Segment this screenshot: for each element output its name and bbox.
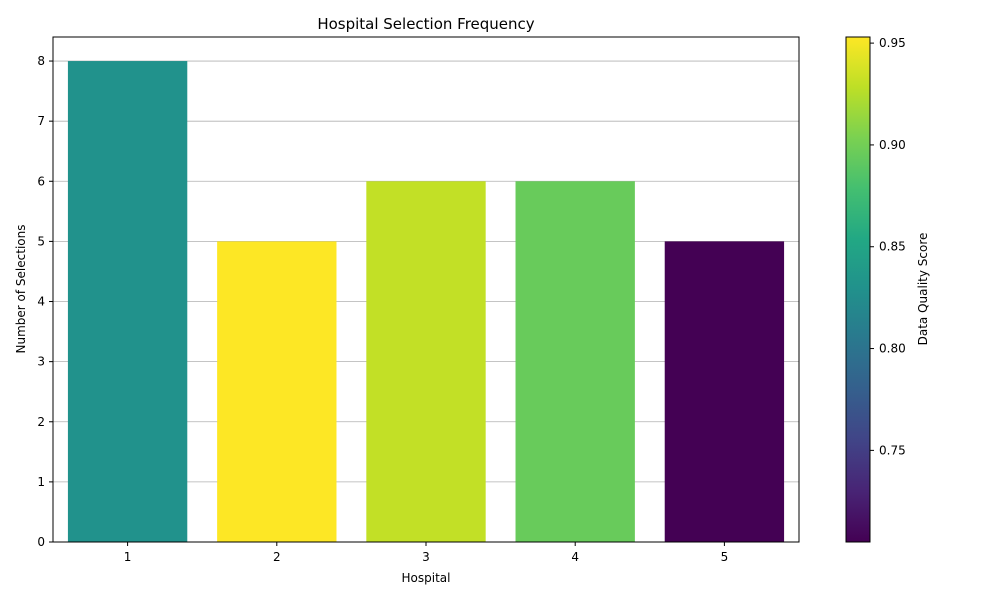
colorbar-gradient [845, 36, 871, 543]
colorbar-tick-label: 0.80 [879, 342, 906, 356]
y-tick-label: 2 [37, 415, 45, 429]
x-tick-label: 5 [721, 550, 729, 564]
y-tick-label: 8 [37, 54, 45, 68]
colorbar-tick-label: 0.75 [879, 443, 906, 457]
y-tick-label: 1 [37, 475, 45, 489]
y-tick-label: 3 [37, 355, 45, 369]
bar [366, 181, 486, 543]
x-tick-label: 4 [571, 550, 579, 564]
colorbar: 0.75 0.80 0.85 0.90 0.95 [845, 36, 906, 543]
y-tick-label: 4 [37, 295, 45, 309]
chart-title: Hospital Selection Frequency [317, 15, 534, 33]
bars [67, 61, 785, 543]
bar [664, 241, 785, 542]
bar [515, 181, 635, 543]
colorbar-tick-label: 0.95 [879, 36, 906, 50]
colorbar-tick-label: 0.85 [879, 240, 906, 254]
y-axis-label: Number of Selections [14, 225, 28, 354]
bar [217, 241, 337, 542]
y-tick-label: 7 [37, 114, 45, 128]
y-tick-label: 6 [37, 174, 45, 188]
colorbar-label: Data Quality Score [916, 233, 930, 346]
x-tick-label: 1 [124, 550, 132, 564]
bar [67, 61, 188, 543]
y-tick-label: 0 [37, 535, 45, 549]
x-tick-label: 3 [422, 550, 430, 564]
y-tick-label: 5 [37, 234, 45, 248]
plot-frame [52, 36, 800, 543]
colorbar-tick-label: 0.90 [879, 138, 906, 152]
x-tick-label: 2 [273, 550, 281, 564]
axes: 0 1 2 3 4 5 6 7 8 1 2 3 4 5 [37, 36, 800, 564]
x-axis-label: Hospital [402, 571, 451, 585]
